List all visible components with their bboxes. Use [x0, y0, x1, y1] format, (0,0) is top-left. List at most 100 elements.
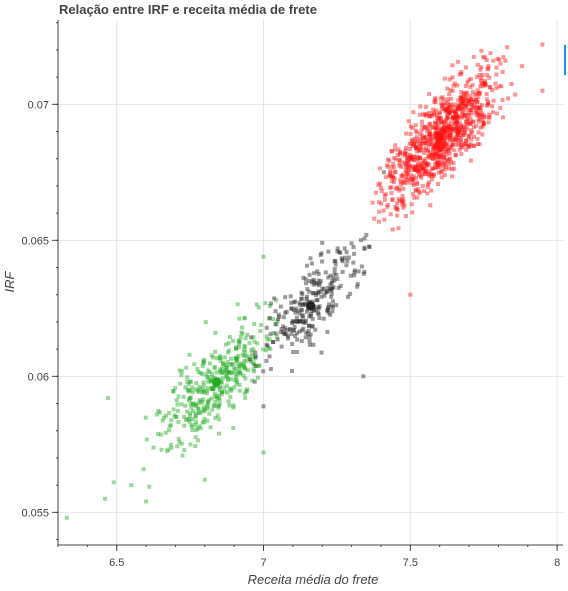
data-point: [386, 157, 391, 162]
data-point: [345, 259, 350, 263]
data-point: [190, 402, 195, 407]
data-point: [438, 127, 443, 132]
data-point: [235, 361, 240, 366]
data-point: [228, 394, 233, 399]
data-point: [293, 319, 298, 324]
data-point: [469, 103, 474, 107]
data-point: [462, 103, 467, 108]
data-point: [445, 97, 450, 102]
data-point: [404, 165, 409, 169]
data-point: [417, 148, 422, 153]
data-point: [213, 416, 218, 420]
data-point: [326, 285, 331, 290]
data-point: [184, 365, 189, 370]
data-point: [476, 111, 481, 116]
data-point: [228, 335, 232, 340]
data-point: [385, 204, 390, 209]
data-point: [247, 340, 252, 345]
data-point: [305, 294, 309, 299]
data-point: [156, 409, 161, 414]
data-point: [437, 170, 441, 175]
data-point: [313, 327, 318, 332]
data-point: [450, 124, 455, 129]
data-point: [412, 154, 417, 159]
data-point: [448, 88, 453, 93]
data-point: [406, 159, 411, 164]
cluster-centroid: [435, 132, 445, 142]
data-point: [271, 317, 275, 322]
data-point: [486, 115, 491, 120]
data-point: [390, 227, 395, 232]
data-point: [403, 180, 407, 185]
data-point: [256, 305, 261, 310]
data-point: [163, 430, 168, 435]
data-point: [309, 312, 313, 317]
data-point: [165, 449, 170, 454]
data-point: [494, 86, 499, 91]
chart-title: Relação entre IRF e receita média de fre…: [59, 2, 317, 17]
data-point: [470, 89, 475, 94]
data-point: [183, 385, 188, 390]
data-point: [443, 124, 448, 129]
data-point: [175, 444, 180, 449]
data-point: [227, 403, 232, 408]
data-point: [448, 105, 453, 110]
data-point: [235, 357, 240, 362]
data-point: [439, 120, 444, 125]
data-point: [483, 82, 488, 87]
data-point: [447, 124, 451, 129]
data-point: [195, 366, 200, 371]
data-point: [449, 167, 454, 172]
data-point: [498, 61, 503, 66]
data-point: [428, 203, 433, 208]
data-point: [342, 246, 347, 251]
data-point: [466, 133, 471, 138]
data-point: [319, 289, 323, 294]
data-point: [400, 193, 405, 198]
data-point: [226, 399, 231, 404]
data-point: [463, 65, 468, 70]
data-point: [464, 119, 468, 124]
data-point: [427, 138, 432, 142]
data-point: [416, 172, 421, 177]
data-point: [240, 331, 245, 336]
data-point: [276, 312, 281, 317]
data-point: [194, 413, 198, 418]
data-point: [432, 121, 437, 126]
data-point: [395, 207, 400, 212]
data-point: [307, 279, 312, 283]
data-point: [370, 200, 375, 205]
data-point: [410, 178, 415, 183]
data-point: [451, 115, 456, 119]
data-point: [330, 278, 335, 283]
data-point: [461, 98, 466, 103]
data-point: [501, 115, 505, 120]
data-point: [190, 428, 195, 432]
data-point: [408, 164, 413, 168]
data-point: [272, 296, 277, 301]
data-point: [201, 397, 206, 402]
data-point: [327, 287, 332, 292]
data-point: [182, 414, 187, 419]
data-point: [316, 291, 321, 296]
data-point: [399, 180, 404, 185]
data-point: [474, 123, 479, 128]
data-point: [393, 205, 398, 210]
data-point: [482, 113, 487, 118]
data-point: [433, 165, 438, 170]
data-point: [261, 450, 266, 455]
data-point: [477, 90, 482, 95]
data-point: [251, 361, 256, 366]
data-point: [443, 129, 448, 134]
data-point: [438, 146, 443, 151]
data-point: [205, 407, 210, 412]
data-point: [457, 129, 462, 134]
data-point: [403, 150, 408, 155]
data-point: [295, 337, 300, 342]
data-point: [403, 148, 408, 153]
data-point: [467, 101, 472, 106]
data-point: [143, 415, 148, 420]
data-point: [198, 371, 203, 376]
data-point: [408, 292, 413, 297]
